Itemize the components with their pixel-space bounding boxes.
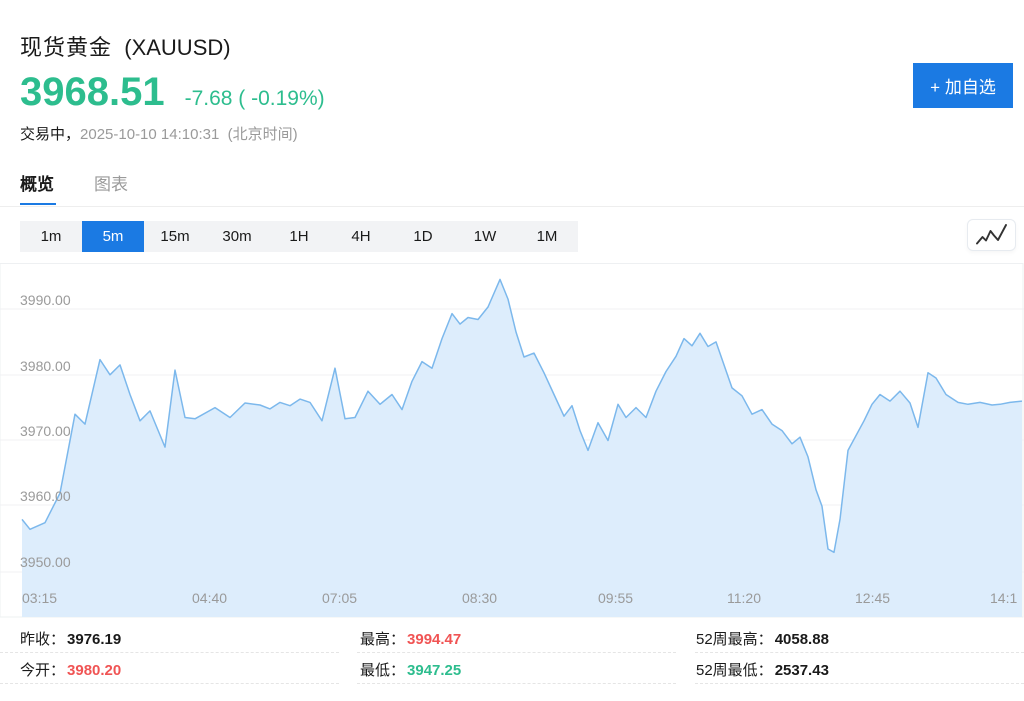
svg-text:3980.00: 3980.00 xyxy=(20,358,71,374)
svg-text:3960.00: 3960.00 xyxy=(20,488,71,504)
svg-text:03:15: 03:15 xyxy=(22,590,57,606)
svg-text:09:55: 09:55 xyxy=(598,590,633,606)
svg-text:04:40: 04:40 xyxy=(192,590,227,606)
svg-text:12:45: 12:45 xyxy=(855,590,890,606)
svg-text:3950.00: 3950.00 xyxy=(20,554,71,570)
svg-text:08:30: 08:30 xyxy=(462,590,497,606)
svg-text:3970.00: 3970.00 xyxy=(20,423,71,439)
svg-text:14:1: 14:1 xyxy=(990,590,1017,606)
svg-text:3990.00: 3990.00 xyxy=(20,292,71,308)
svg-text:07:05: 07:05 xyxy=(322,590,357,606)
svg-text:11:20: 11:20 xyxy=(727,590,761,606)
